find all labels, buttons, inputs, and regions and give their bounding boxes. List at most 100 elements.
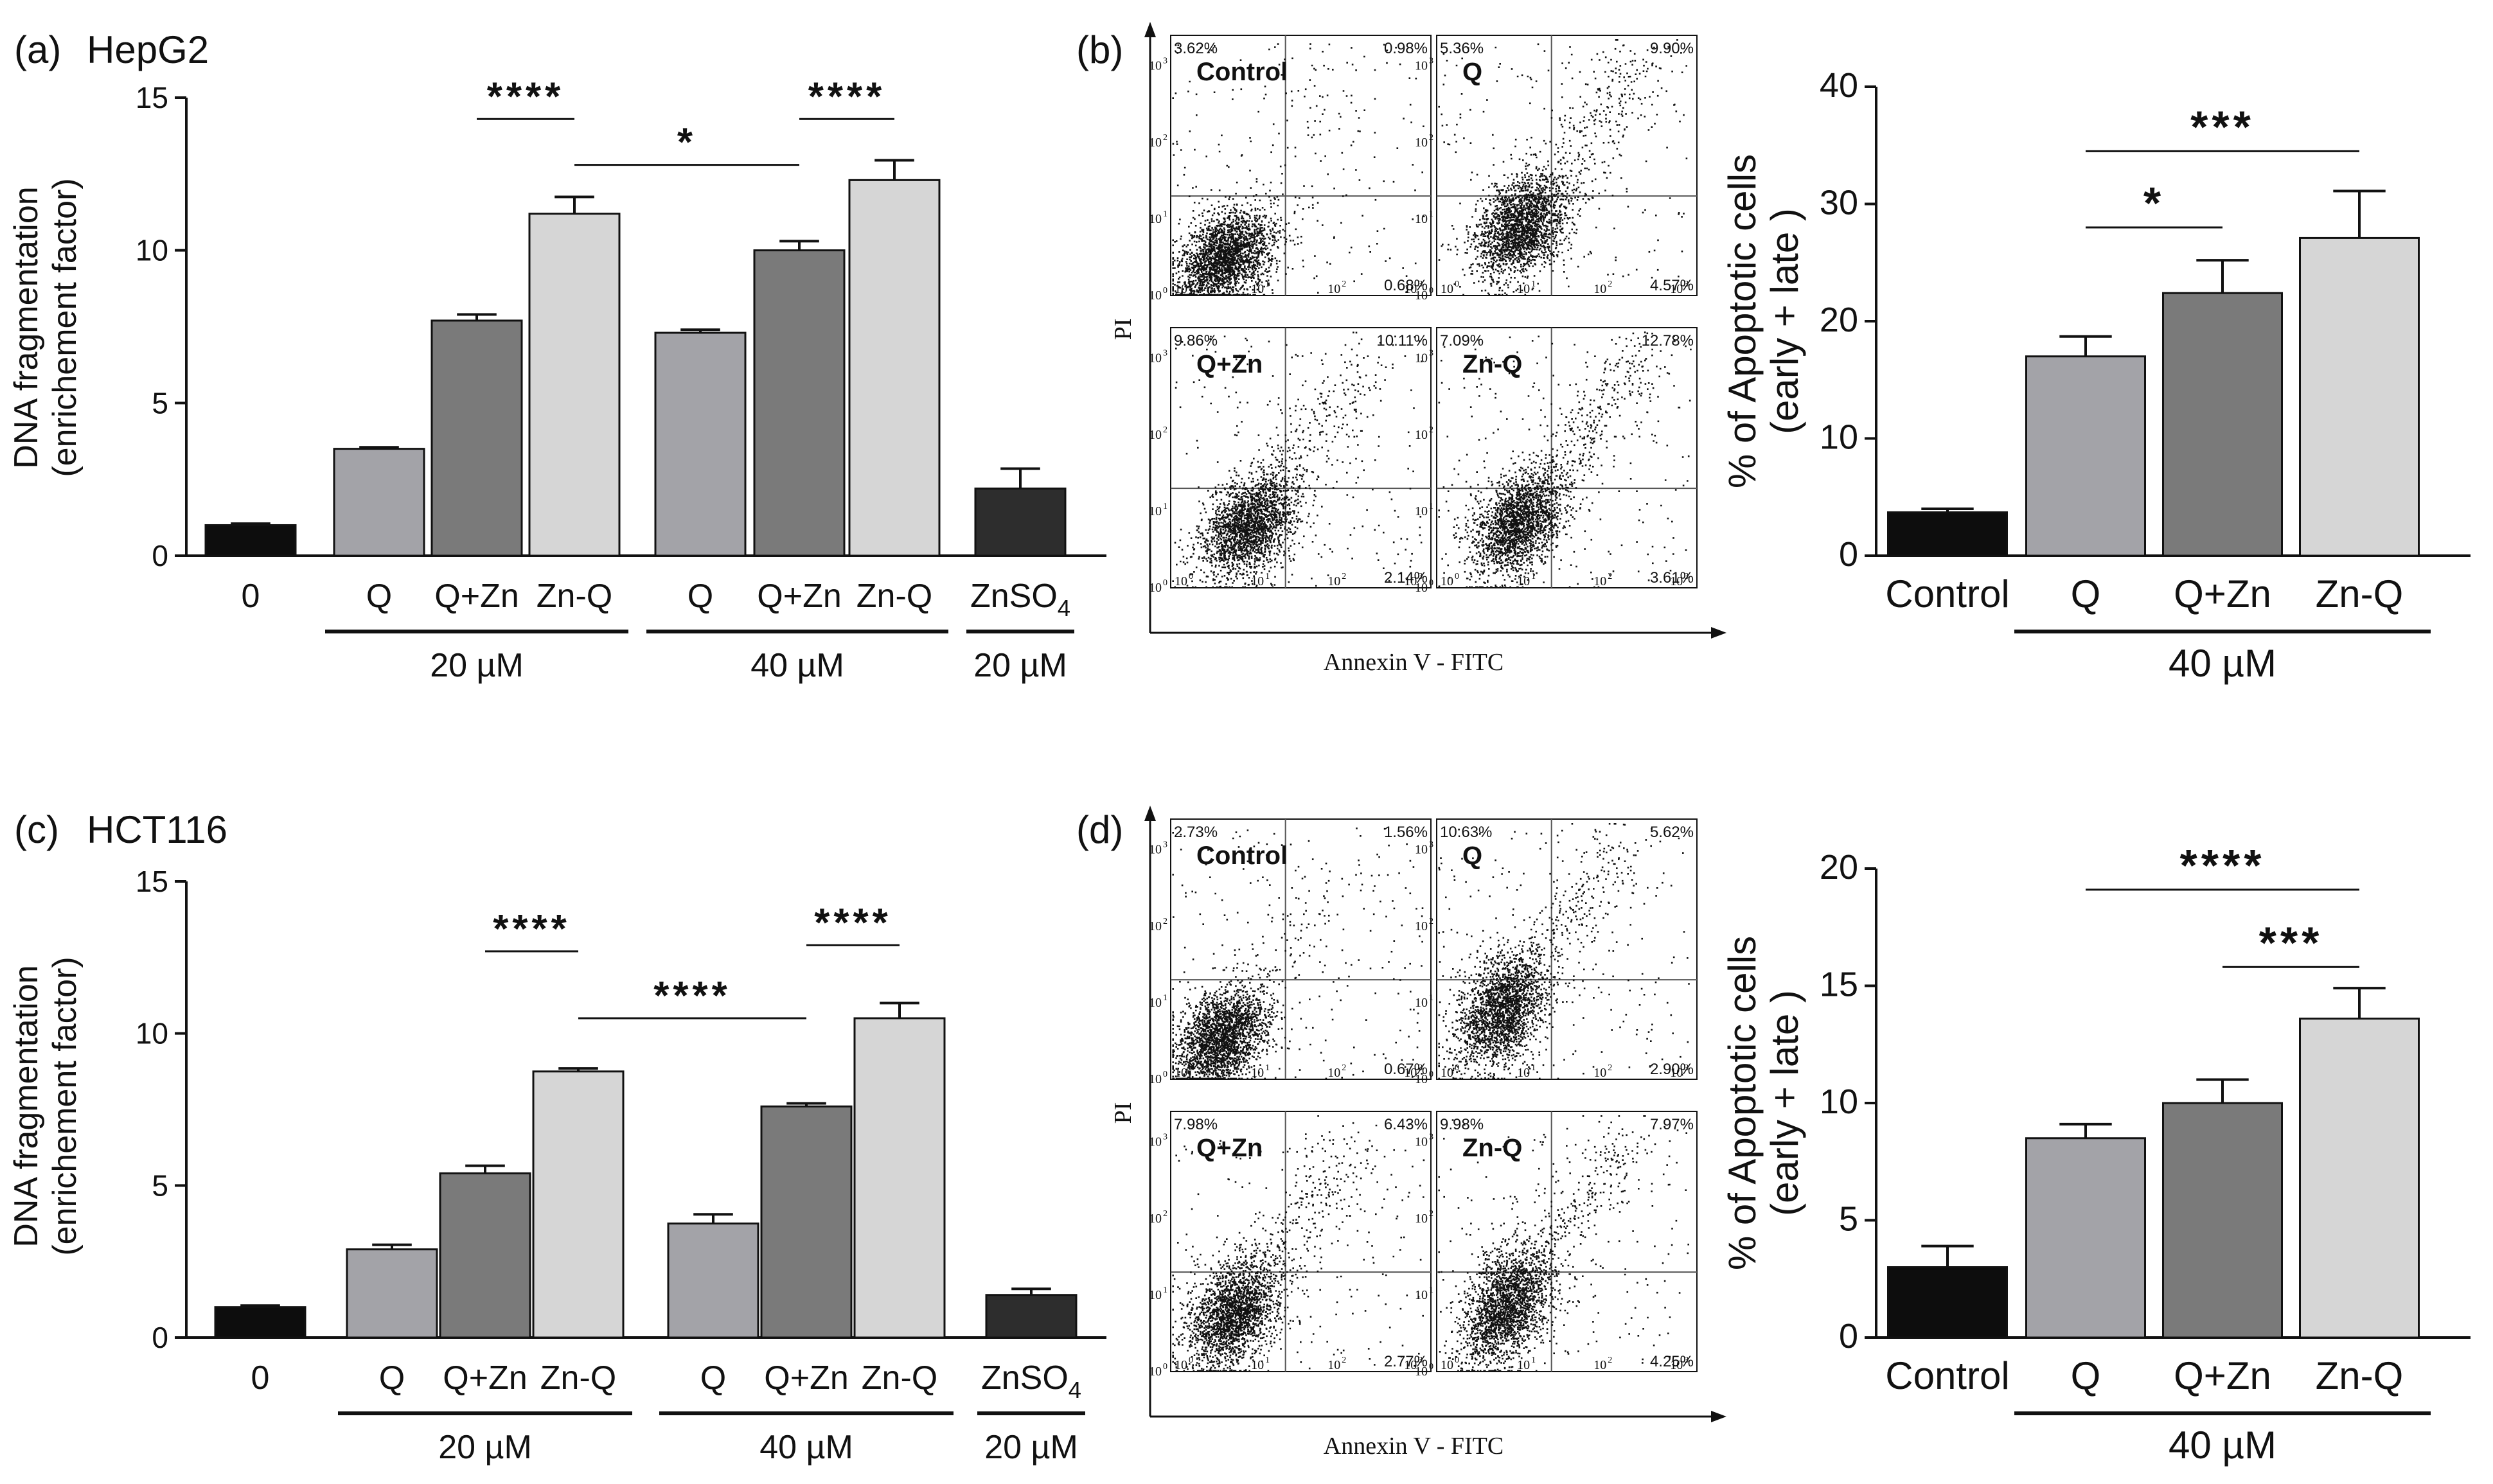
x-category-label: Q (379, 1359, 405, 1397)
flow-plot-frame (1436, 35, 1698, 296)
flow-lower-right-percent: 4.57% (1650, 277, 1694, 294)
y-tick-label: 20 (1820, 301, 1858, 339)
x-category-label: Q+Zn (434, 578, 519, 615)
x-category-label: 0 (251, 1359, 270, 1397)
flow-sample-name: Q+Zn (1196, 350, 1263, 378)
panel-d-label: (d) (1076, 808, 1123, 851)
group-label: 40 µM (759, 1429, 853, 1466)
flow-x-axis-title: Annexin V - FITC (1324, 1433, 1504, 1460)
flow-x-axis-arrow (1711, 627, 1726, 639)
flow-upper-right-percent: 6.43% (1384, 1116, 1428, 1133)
bar-zn-q (853, 1017, 946, 1339)
flow-plot-q: 10 010 0 10 110 110 210 210 310 3 Q5.36% 9.90%4.57% (1415, 35, 1698, 303)
flow-y-tick-exponent: 3 (1163, 1133, 1167, 1142)
flow-x-tick-exponent: 2 (1608, 1356, 1612, 1365)
flow-x-tick-label: 10 (1404, 282, 1417, 296)
flow-event-dots (1438, 331, 1692, 588)
flow-x-tick-label: 10 (1670, 1358, 1683, 1372)
flow-upper-right-percent: 10.11% (1376, 332, 1428, 349)
chart-b-apoptotic-cells-hepg2: 0 10 20 30 40 % of Apoptotic cells (early + la… (1721, 66, 2471, 685)
flow-plot-frame (1170, 35, 1432, 296)
flow-x-tick-label: 10 (1593, 282, 1606, 296)
flow-lower-right-percent: 0.67% (1384, 1061, 1428, 1078)
panel-c-cell-name: HCT116 (87, 808, 227, 851)
flow-x-tick-label: 10 (1251, 574, 1264, 588)
flow-y-tick-label: 10 (1415, 843, 1428, 857)
flow-event-dots (1438, 823, 1690, 1080)
y-axis-title-units: (enrichement factor) (46, 957, 84, 1255)
significance-stars: **** (487, 75, 565, 119)
bar-0 (214, 1306, 306, 1339)
x-category-label: Q (2071, 572, 2101, 615)
flow-y-tick-exponent: 2 (1163, 133, 1167, 143)
flow-x-tick-exponent: 0 (1455, 279, 1459, 289)
y-tick-label: 5 (152, 1169, 168, 1202)
flow-y-tick-label: 10 (1415, 136, 1428, 150)
flow-x-tick-exponent: 2 (1608, 1063, 1612, 1073)
flow-sample-name: Q (1462, 842, 1482, 870)
flow-x-tick-label: 10 (1441, 1066, 1453, 1080)
flow-x-tick-label: 10 (1175, 574, 1187, 588)
significance-stars: **** (808, 75, 886, 119)
significance-stars: *** (2190, 102, 2255, 152)
group-label: 40 µM (2169, 642, 2276, 685)
bar-q (333, 448, 425, 557)
flow-sample-name: Q+Zn (1196, 1134, 1263, 1162)
flow-plot-frame (1170, 818, 1432, 1080)
bar-q-zn (753, 249, 846, 557)
flow-x-tick-label: 10 (1593, 574, 1606, 588)
flow-y-tick-exponent: 3 (1163, 57, 1167, 66)
flow-x-tick-exponent: 0 (1455, 1356, 1459, 1365)
flow-x-tick-exponent: 0 (1189, 572, 1193, 581)
flow-plot-q-zn: 10 010 0 10 110 110 210 210 310 3 Q+Zn9.86% 10.11%2… (1149, 327, 1432, 595)
flow-x-tick-exponent: 1 (1531, 1063, 1536, 1073)
flow-sample-name: Zn-Q (1462, 1134, 1522, 1162)
flow-y-tick-label: 10 (1149, 919, 1162, 933)
flow-y-tick-label: 10 (1149, 59, 1162, 73)
y-tick-label: 15 (136, 81, 168, 114)
flow-x-tick-label: 10 (1593, 1358, 1606, 1372)
flow-x-tick-exponent: 3 (1684, 1356, 1689, 1365)
flow-x-tick-label: 10 (1670, 1066, 1683, 1080)
flow-plot-control: 100100101101102102103103Control2.73%1.56… (1149, 818, 1432, 1086)
flow-y-tick-label: 10 (1149, 136, 1162, 150)
flow-x-tick-label: 10 (1251, 1358, 1264, 1372)
flow-y-tick-exponent: 1 (1163, 1285, 1167, 1295)
flow-y-tick-label: 10 (1149, 504, 1162, 518)
flow-y-tick-exponent: 1 (1429, 209, 1433, 219)
flow-y-tick-label: 10 (1415, 996, 1428, 1010)
flow-y-tick-label: 10 (1415, 581, 1428, 595)
y-tick-label: 10 (1820, 418, 1858, 457)
flow-upper-left-percent: 2.73% (1174, 824, 1218, 841)
y-tick-label: 15 (1820, 966, 1858, 1004)
flow-y-tick-exponent: 3 (1163, 349, 1167, 358)
flow-sample-name: Control (1196, 842, 1288, 870)
panel-b-label: (b) (1076, 28, 1123, 71)
group-label: 20 µM (973, 647, 1067, 684)
flow-y-tick-exponent: 3 (1429, 349, 1433, 358)
panel-a-cell-name: HepG2 (87, 28, 209, 71)
flow-y-tick-exponent: 2 (1429, 425, 1433, 435)
flow-y-tick-exponent: 0 (1429, 1070, 1433, 1079)
flow-x-tick-exponent: 1 (1265, 279, 1270, 289)
flow-event-dots (1172, 43, 1425, 296)
flow-sample-name: Control (1196, 58, 1288, 86)
flow-upper-right-percent: 7.97% (1650, 1116, 1694, 1133)
flow-y-tick-label: 10 (1415, 504, 1428, 518)
x-category-label: Zn-Q (2316, 1354, 2404, 1397)
flow-x-tick-exponent: 3 (1418, 1356, 1423, 1365)
flow-x-tick-label: 10 (1517, 1066, 1530, 1080)
bar-q-zn (439, 1172, 531, 1339)
flow-y-tick-exponent: 0 (1429, 286, 1433, 296)
bar-q (654, 331, 747, 557)
flow-event-dots (1172, 331, 1423, 588)
flow-x-tick-label: 10 (1327, 574, 1340, 588)
x-category-label: Zn-Q (862, 1359, 937, 1397)
flow-y-tick-label: 10 (1149, 843, 1162, 857)
flow-y-tick-label: 10 (1149, 1365, 1162, 1379)
x-category-label: ZnSO4 (981, 1359, 1081, 1403)
y-tick-label: 20 (1820, 848, 1858, 887)
x-category-label: Q (688, 578, 713, 615)
x-category-label: Control (1885, 572, 2009, 615)
